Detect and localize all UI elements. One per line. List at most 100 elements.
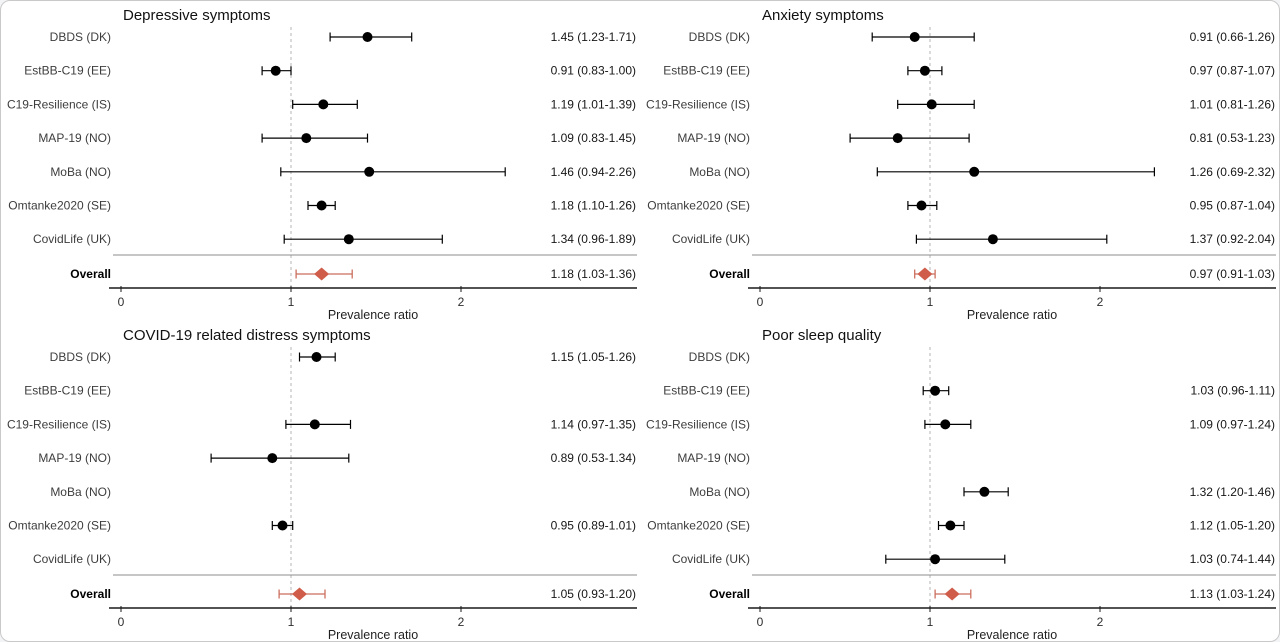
study-point-marker (362, 32, 373, 42)
overall-estimate-text: 0.97 (0.91-1.03) (1190, 267, 1275, 281)
estimate-text: 1.37 (0.92-2.04) (1190, 232, 1275, 246)
overall-label: Overall (709, 267, 750, 281)
estimate-text: 0.95 (0.89-1.01) (551, 519, 636, 533)
study-label: MoBa (NO) (689, 485, 750, 499)
study-point-marker (301, 133, 312, 144)
overall-diamond-marker (314, 267, 330, 281)
study-label: C19-Resilience (IS) (646, 417, 750, 431)
study-label: DBDS (DK) (50, 350, 111, 364)
estimate-text: 1.34 (0.96-1.89) (551, 232, 636, 246)
panel-title: Anxiety symptoms (762, 7, 884, 24)
x-axis-tick-label: 0 (757, 295, 764, 309)
estimate-text: 1.09 (0.83-1.45) (551, 131, 636, 145)
study-point-marker (270, 65, 281, 76)
study-label: CovidLife (UK) (672, 232, 750, 246)
estimate-text: 1.32 (1.20-1.46) (1190, 485, 1275, 499)
study-label: C19-Resilience (IS) (7, 417, 111, 431)
study-point-marker (930, 385, 941, 396)
x-axis-tick-label: 0 (118, 295, 125, 309)
study-label: C19-Resilience (IS) (646, 97, 750, 111)
overall-label: Overall (709, 587, 750, 601)
estimate-text: 1.03 (0.74-1.44) (1190, 552, 1275, 566)
estimate-text: 0.89 (0.53-1.34) (551, 451, 636, 465)
overall-diamond-marker (944, 587, 960, 601)
study-label: MAP-19 (NO) (38, 131, 111, 145)
study-label: CovidLife (UK) (672, 552, 750, 566)
estimate-text: 1.26 (0.69-2.32) (1190, 165, 1275, 179)
study-label: MAP-19 (NO) (677, 131, 750, 145)
x-axis-title: Prevalence ratio (967, 628, 1057, 641)
study-point-marker (267, 453, 278, 464)
study-point-marker (919, 65, 930, 76)
study-label: Omtanke2020 (SE) (8, 199, 111, 213)
panel-title: COVID-19 related distress symptoms (123, 327, 371, 344)
x-axis-tick-label: 0 (757, 615, 764, 629)
study-point-marker (987, 234, 998, 245)
panel-covid-distress-symptoms: COVID-19 related distress symptoms DBDS (… (7, 327, 637, 641)
estimate-text: 0.97 (0.87-1.07) (1190, 64, 1275, 78)
panel-poor-sleep-quality: Poor sleep quality DBDS (DK) EstBB-C19 (EE… (646, 327, 1276, 641)
study-point-marker (364, 166, 375, 177)
study-point-marker (309, 419, 320, 430)
x-axis-tick-label: 1 (927, 615, 934, 629)
x-axis-title: Prevalence ratio (328, 628, 418, 641)
estimate-text: 1.01 (0.81-1.26) (1190, 97, 1275, 111)
panel-anxiety-symptoms: Anxiety symptoms DBDS (DK) 0.91 (0.66-1.26… (646, 7, 1276, 321)
study-point-marker (979, 486, 990, 497)
estimate-text: 0.95 (0.87-1.04) (1190, 199, 1275, 213)
study-label: MoBa (NO) (50, 165, 111, 179)
x-axis-title: Prevalence ratio (967, 308, 1057, 321)
estimate-text: 1.15 (1.05-1.26) (551, 350, 636, 364)
study-label: C19-Resilience (IS) (7, 97, 111, 111)
estimate-text: 1.46 (0.94-2.26) (551, 165, 636, 179)
study-point-marker (926, 99, 937, 110)
estimate-text: 1.03 (0.96-1.11) (1191, 384, 1276, 398)
study-point-marker (969, 166, 980, 177)
estimate-text: 1.18 (1.10-1.26) (551, 199, 636, 213)
study-label: EstBB-C19 (EE) (663, 384, 750, 398)
overall-estimate-text: 1.13 (1.03-1.24) (1190, 587, 1275, 601)
overall-estimate-text: 1.05 (0.93-1.20) (551, 587, 636, 601)
estimate-text: 1.19 (1.01-1.39) (551, 97, 636, 111)
overall-diamond-marker (917, 267, 933, 281)
x-axis-tick-label: 1 (288, 295, 295, 309)
study-label: Omtanke2020 (SE) (8, 519, 111, 533)
overall-label: Overall (70, 267, 111, 281)
x-axis-tick-label: 2 (458, 295, 465, 309)
x-axis-tick-label: 1 (927, 295, 934, 309)
estimate-text: 0.91 (0.66-1.26) (1190, 30, 1275, 44)
x-axis-title: Prevalence ratio (328, 308, 418, 321)
estimate-text: 1.12 (1.05-1.20) (1190, 519, 1275, 533)
study-label: DBDS (DK) (689, 30, 750, 44)
study-label: CovidLife (UK) (33, 552, 111, 566)
overall-diamond-marker (292, 587, 307, 601)
overall-estimate-text: 1.18 (1.03-1.36) (551, 267, 636, 281)
study-label: MAP-19 (NO) (38, 451, 111, 465)
estimate-text: 0.91 (0.83-1.00) (551, 64, 636, 78)
panel-title: Poor sleep quality (762, 327, 882, 344)
x-axis-tick-label: 2 (458, 615, 465, 629)
x-axis-tick-label: 0 (118, 615, 125, 629)
study-point-marker (892, 133, 903, 144)
study-point-marker (940, 419, 951, 430)
study-point-marker (945, 520, 956, 531)
study-label: EstBB-C19 (EE) (24, 64, 111, 78)
study-point-marker (930, 554, 941, 565)
estimate-text: 1.14 (0.97-1.35) (551, 417, 636, 431)
study-label: CovidLife (UK) (33, 232, 111, 246)
estimate-text: 1.45 (1.23-1.71) (551, 30, 636, 44)
study-point-marker (311, 352, 322, 362)
x-axis-tick-label: 2 (1097, 615, 1104, 629)
panel-title: Depressive symptoms (123, 7, 271, 24)
study-label: DBDS (DK) (689, 350, 750, 364)
study-label: MAP-19 (NO) (677, 451, 750, 465)
study-point-marker (916, 200, 927, 211)
study-label: EstBB-C19 (EE) (663, 64, 750, 78)
study-point-marker (316, 200, 327, 211)
study-label: DBDS (DK) (50, 30, 111, 44)
panel-depressive-symptoms: Depressive symptoms DBDS (DK) 1.45 (1.23-1… (7, 7, 637, 321)
study-point-marker (909, 32, 920, 42)
study-label: MoBa (NO) (689, 165, 750, 179)
